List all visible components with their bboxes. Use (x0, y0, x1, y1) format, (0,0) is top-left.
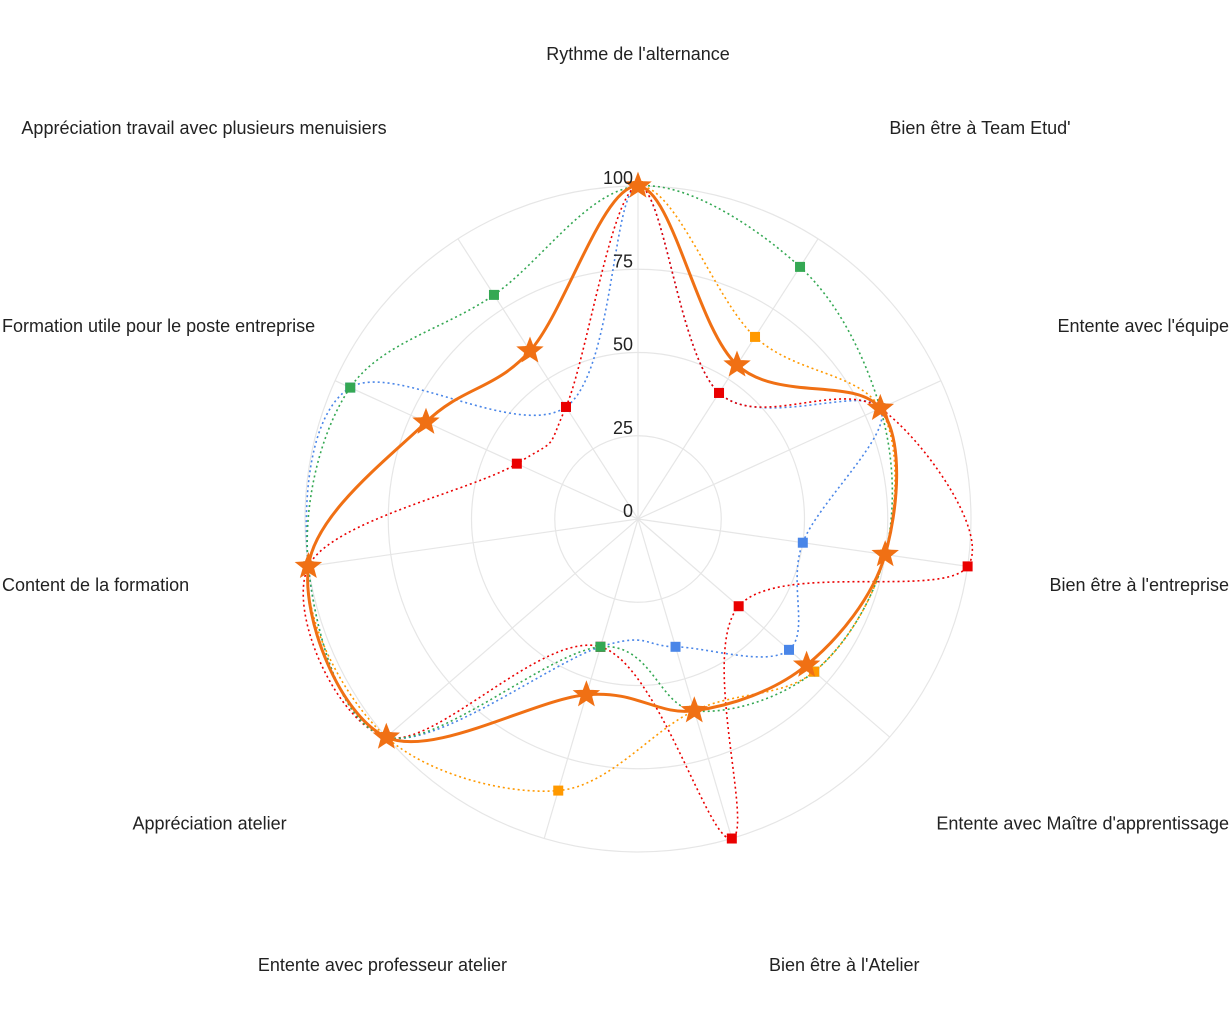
axis-label-0: Rythme de l'alternance (546, 44, 730, 64)
series-4-point-9 (412, 407, 440, 434)
series-3-line (306, 185, 896, 792)
spoke-10 (457, 238, 639, 520)
axis-label-5: Bien être à l'Atelier (769, 955, 920, 975)
tick-label-100: 100 (603, 168, 633, 188)
series-4-point-1 (723, 350, 751, 377)
series-4-point-4 (792, 650, 821, 677)
spoke-1 (637, 238, 819, 520)
axis-label-10: Appréciation travail avec plusieurs menu… (21, 118, 386, 138)
series-2-point-6 (595, 641, 606, 652)
series-4-point-2 (866, 393, 895, 421)
axis-label-8: Content de la formation (2, 575, 189, 595)
spoke-4 (637, 518, 891, 738)
series-1-point-9 (511, 458, 522, 469)
series-2-point-10 (488, 289, 499, 300)
tick-layer: 0 25 50 75 100 (603, 168, 633, 521)
spoke-9 (334, 380, 639, 520)
tick-label-75: 75 (613, 251, 633, 271)
axis-label-7: Appréciation atelier (133, 814, 287, 834)
spoke-8 (308, 518, 639, 567)
spoke-7 (385, 518, 639, 738)
series-1-point-10 (560, 401, 571, 412)
grid-layer (304, 185, 972, 853)
tick-label-0: 0 (623, 501, 633, 521)
series-3-point-4 (809, 666, 820, 677)
axis-label-1: Bien être à Team Etud' (889, 118, 1070, 138)
tick-label-50: 50 (613, 335, 633, 355)
series-3-point-1 (750, 331, 761, 342)
axis-label-6: Entente avec professeur atelier (258, 955, 507, 975)
tick-label-25: 25 (613, 418, 633, 438)
series-4-point-7 (372, 722, 401, 749)
series-0-point-3 (797, 537, 808, 548)
series-2-point-9 (345, 382, 356, 393)
spoke-6 (543, 518, 639, 839)
axis-label-3: Bien être à l'entreprise (1049, 575, 1229, 595)
series-1-point-1 (714, 387, 725, 398)
series-4-point-8 (294, 551, 323, 579)
series-4-point-5 (680, 696, 709, 723)
series-1-point-3 (962, 561, 973, 572)
series-1-point-5 (726, 833, 737, 844)
spoke-5 (637, 518, 733, 839)
series-3-point-6 (553, 785, 564, 796)
axis-label-layer: Rythme de l'alternance Bien être à Team E… (2, 44, 1229, 975)
axis-label-4: Entente avec Maître d'apprentissage (936, 814, 1229, 834)
series-4-point-10 (516, 336, 544, 363)
series-4-point-3 (871, 540, 899, 567)
series-4 (294, 171, 899, 749)
series-4-point-6 (572, 680, 601, 707)
axis-label-2: Entente avec l'équipe (1057, 316, 1229, 336)
series-1-point-4 (733, 601, 744, 612)
axis-label-9: Formation utile pour le poste entreprise (2, 316, 315, 336)
series-4-line (306, 184, 899, 744)
series-2-point-1 (795, 261, 806, 272)
series-0-point-5 (670, 641, 681, 652)
series-layer (294, 171, 974, 844)
series-0-point-4 (783, 644, 794, 655)
series-4-point-0 (624, 171, 652, 198)
